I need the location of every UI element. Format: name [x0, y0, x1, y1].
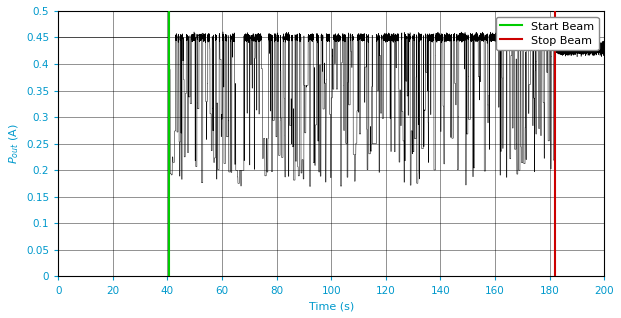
- X-axis label: Time (s): Time (s): [309, 301, 354, 311]
- Legend: Start Beam, Stop Beam: Start Beam, Stop Beam: [496, 17, 599, 50]
- Y-axis label: $P_{out}$ (A): $P_{out}$ (A): [7, 123, 20, 164]
